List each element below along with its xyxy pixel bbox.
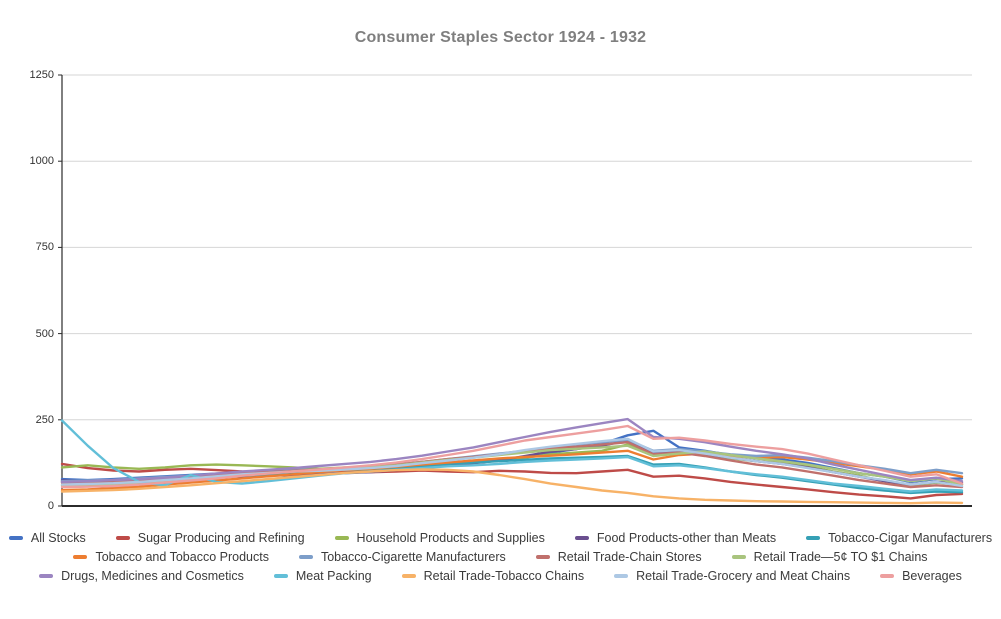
legend-swatch-icon — [401, 573, 416, 578]
legend-item-household-products-and-supplies: Household Products and Supplies — [334, 530, 545, 545]
legend-swatch-icon — [115, 535, 130, 540]
legend-swatch-icon — [535, 554, 550, 559]
legend-item-food-products-other-than-meats: Food Products-other than Meats — [574, 530, 777, 545]
legend-label: Sugar Producing and Refining — [137, 530, 305, 545]
legend-item-all-stocks: All Stocks — [8, 530, 86, 545]
legend-label: Retail Trade-Tobacco Chains — [423, 568, 585, 583]
series-line-meat-packing — [60, 419, 964, 493]
legend-item-meat-packing: Meat Packing — [273, 568, 372, 583]
y-tick-label-0: 0 — [47, 500, 54, 512]
legend-item-tobacco-and-tobacco-products: Tobacco and Tobacco Products — [73, 550, 269, 564]
legend-item-tobacco-cigarette-manufacturers: Tobacco-Cigarette Manufacturers — [298, 549, 506, 564]
legend-row-3: Drugs, Medicines and Cosmetics Meat Packi… — [39, 568, 962, 583]
legend-swatch-icon — [298, 554, 313, 559]
legend-item-drugs-medicines-and-cosmetics: Drugs, Medicines and Cosmetics — [39, 569, 244, 583]
legend-swatch-icon — [8, 535, 23, 540]
legend-item-retail-trade-5-to-1-chains: Retail Trade—5¢ TO $1 Chains — [731, 549, 928, 564]
legend-label: Beverages — [902, 568, 962, 583]
legend-label: Tobacco-Cigarette Manufacturers — [320, 549, 506, 564]
legend-label: Retail Trade-Chain Stores — [557, 549, 702, 564]
series-line-retail-trade-grocery-and-meat-chains — [60, 437, 964, 488]
legend-swatch-icon — [39, 573, 54, 578]
legend-item-retail-trade-tobacco-chains: Retail Trade-Tobacco Chains — [401, 568, 585, 583]
series-line-retail-trade-tobacco-chains — [60, 468, 964, 505]
legend-label: Retail Trade-Grocery and Meat Chains — [636, 568, 851, 583]
legend-label: Drugs, Medicines and Cosmetics — [61, 568, 244, 583]
legend-item-tobacco-cigar-manufacturers: Tobacco-Cigar Manufacturers — [806, 531, 992, 545]
series-line-sugar-producing-and-refining — [60, 462, 964, 500]
legend-item-beverages: Beverages — [880, 569, 962, 583]
y-tick-label-1000: 1000 — [29, 155, 54, 168]
legend-label: Household Products and Supplies — [356, 530, 545, 545]
legend-item-retail-trade-grocery-and-meat-chains: Retail Trade-Grocery and Meat Chains — [614, 569, 850, 583]
chart-legend: All Stocks Sugar Producing and Refining Ho… — [0, 530, 1001, 583]
legend-swatch-icon — [614, 573, 629, 578]
y-tick-label-750: 750 — [35, 241, 54, 254]
legend-item-sugar-producing-and-refining: Sugar Producing and Refining — [115, 530, 305, 545]
legend-swatch-icon — [334, 535, 349, 540]
legend-label: Meat Packing — [295, 568, 372, 583]
legend-swatch-icon — [73, 554, 88, 559]
legend-item-retail-trade-chain-stores: Retail Trade-Chain Stores — [535, 549, 702, 564]
legend-label: Tobacco and Tobacco Products — [95, 549, 269, 564]
legend-label: Food Products-other than Meats — [596, 530, 777, 545]
series-line-beverages — [60, 424, 964, 489]
legend-label: Tobacco-Cigar Manufacturers — [828, 530, 993, 545]
legend-row-2: Tobacco and Tobacco Products Tobacco-Ciga… — [73, 549, 928, 564]
legend-swatch-icon — [880, 573, 895, 578]
legend-label: Retail Trade—5¢ TO $1 Chains — [753, 549, 928, 564]
legend-swatch-icon — [731, 554, 746, 559]
chart-title: Consumer Staples Sector 1924 - 1932 — [354, 29, 647, 46]
y-tick-label-500: 500 — [35, 327, 54, 340]
y-tick-label-250: 250 — [35, 413, 54, 426]
legend-row-1: All Stocks Sugar Producing and Refining Ho… — [8, 530, 992, 545]
legend-swatch-icon — [273, 573, 288, 578]
y-tick-label-1250: 1250 — [29, 69, 54, 81]
legend-label: All Stocks — [30, 530, 86, 545]
series-line-drugs-medicines-and-cosmetics — [60, 417, 964, 484]
legend-swatch-icon — [574, 535, 589, 540]
legend-swatch-icon — [806, 535, 821, 540]
